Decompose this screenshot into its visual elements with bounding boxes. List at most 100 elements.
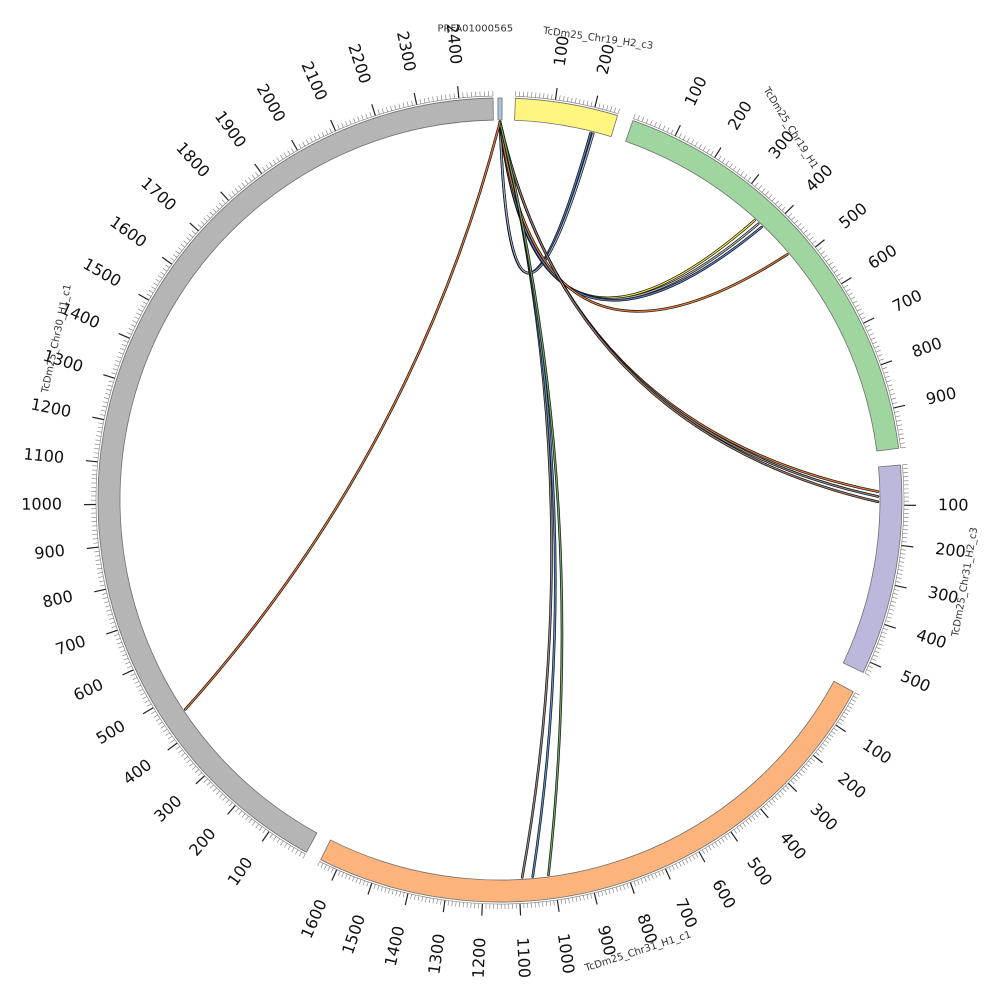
minor-tick-c30h1	[291, 148, 295, 153]
major-tick-c30h1	[138, 293, 150, 301]
minor-tick-c19h1	[662, 125, 666, 131]
link-prfa-c19h2[interactable]	[499, 121, 594, 274]
minor-tick-c30h1	[132, 677, 138, 681]
minor-tick-c30h1	[345, 121, 348, 127]
link-prfa-c19h1[interactable]	[499, 121, 763, 301]
minor-tick-c31h1	[739, 824, 744, 830]
minor-tick-c31h1	[366, 881, 369, 887]
minor-tick-c19h1	[865, 324, 870, 328]
minor-tick-c19h1	[900, 447, 906, 449]
chromosome-segment-c31h1[interactable]	[320, 680, 854, 903]
major-tick-c30h1	[291, 139, 299, 151]
link-prfa-c31h1[interactable]	[499, 121, 563, 876]
minor-tick-c30h1	[94, 443, 100, 446]
minor-tick-c19h2	[547, 93, 549, 99]
minor-tick-c31h2	[895, 581, 901, 583]
minor-tick-c30h1	[183, 240, 188, 245]
minor-tick-c30h1	[140, 692, 146, 696]
minor-tick-c19h1	[809, 236, 814, 241]
minor-tick-c31h1	[640, 878, 644, 884]
minor-tick-c30h1	[432, 96, 434, 102]
chromosome-segment-prfa[interactable]	[497, 97, 503, 121]
minor-tick-c31h2	[891, 600, 897, 603]
minor-tick-c30h1	[228, 802, 233, 807]
minor-tick-c30h1	[357, 116, 360, 122]
minor-tick-c19h1	[806, 233, 811, 238]
tick-label-c30h1: 1600	[106, 212, 150, 251]
minor-tick-c19h1	[645, 118, 649, 124]
chromosome-segment-c31h2[interactable]	[842, 464, 903, 673]
minor-tick-c30h1	[423, 98, 426, 104]
minor-tick-c31h1	[425, 897, 427, 903]
minor-tick-c30h1	[251, 174, 256, 179]
tick-label-c19h1: 400	[802, 161, 837, 196]
minor-tick-c30h1	[107, 384, 113, 387]
minor-tick-c30h1	[116, 356, 122, 359]
chromosome-segment-c19h1[interactable]	[625, 120, 900, 452]
minor-tick-c31h1	[711, 843, 715, 849]
minor-tick-c19h1	[820, 251, 825, 255]
minor-tick-c30h1	[120, 348, 125, 351]
minor-tick-c30h1	[321, 131, 325, 137]
minor-tick-c30h1	[146, 293, 152, 297]
major-tick-c31h1	[760, 808, 769, 819]
major-tick-c31h1	[404, 893, 409, 906]
chromosome-segment-c19h2[interactable]	[514, 97, 619, 138]
tick-label-c31h1: 300	[806, 800, 841, 835]
tick-label-c30h1: 300	[150, 791, 185, 826]
minor-tick-c31h1	[849, 702, 854, 706]
major-tick-c19h1	[863, 317, 875, 324]
minor-tick-c30h1	[138, 688, 144, 692]
minor-tick-c31h1	[597, 891, 600, 897]
minor-tick-c30h1	[203, 217, 208, 222]
minor-tick-c31h1	[626, 883, 629, 889]
link-prfa-c31h2[interactable]	[499, 121, 879, 503]
minor-tick-c31h2	[893, 589, 899, 591]
minor-tick-c30h1	[225, 799, 230, 804]
tick-label-c19h1: 900	[924, 383, 958, 408]
major-tick-c30h1	[261, 831, 270, 842]
minor-tick-c31h1	[751, 815, 756, 820]
tick-label-c30h1: 1100	[23, 444, 65, 467]
minor-tick-c31h1	[320, 863, 324, 868]
minor-tick-c31h1	[341, 872, 344, 878]
major-tick-c30h1	[161, 256, 173, 265]
minor-tick-c30h1	[306, 139, 310, 145]
minor-tick-c31h1	[391, 889, 394, 895]
minor-tick-c30h1	[419, 98, 422, 104]
minor-tick-c19h1	[899, 437, 905, 440]
minor-tick-c19h1	[897, 428, 903, 431]
minor-tick-c30h1	[272, 159, 277, 165]
link-prfa-c19h1[interactable]	[499, 121, 759, 300]
major-tick-c19h1	[750, 173, 760, 185]
minor-tick-c19h1	[650, 120, 653, 126]
major-tick-c30h1	[330, 119, 337, 132]
minor-tick-c30h1	[361, 115, 364, 120]
minor-tick-c19h1	[702, 146, 706, 151]
minor-tick-c19h1	[887, 384, 893, 387]
minor-tick-c30h1	[329, 128, 332, 133]
minor-tick-c19h1	[825, 258, 831, 262]
minor-tick-c31h1	[586, 894, 589, 900]
minor-tick-c19h2	[578, 98, 581, 104]
minor-tick-c30h1	[222, 796, 227, 801]
link-prfa-c19h1[interactable]	[499, 121, 788, 312]
link-prfa-c19h1[interactable]	[499, 121, 756, 299]
chromosome-segment-c30h1[interactable]	[97, 97, 494, 853]
minor-tick-c30h1	[160, 725, 166, 729]
minor-tick-c30h1	[291, 847, 295, 853]
minor-tick-c19h1	[682, 135, 686, 141]
minor-tick-c31h1	[455, 901, 457, 907]
minor-tick-c31h1	[745, 820, 750, 825]
minor-tick-c31h1	[560, 899, 563, 905]
minor-tick-c30h1	[111, 372, 117, 375]
minor-tick-c31h1	[701, 849, 705, 855]
minor-tick-c19h2	[567, 96, 569, 102]
minor-tick-c19h1	[852, 300, 858, 304]
tick-label-c30h1: 2100	[297, 58, 331, 103]
minor-tick-c31h1	[410, 894, 412, 900]
minor-tick-c19h1	[836, 273, 841, 277]
minor-tick-c30h1	[106, 388, 112, 391]
link-prfa-c30h1[interactable]	[184, 121, 501, 711]
minor-tick-c31h1	[601, 890, 604, 896]
